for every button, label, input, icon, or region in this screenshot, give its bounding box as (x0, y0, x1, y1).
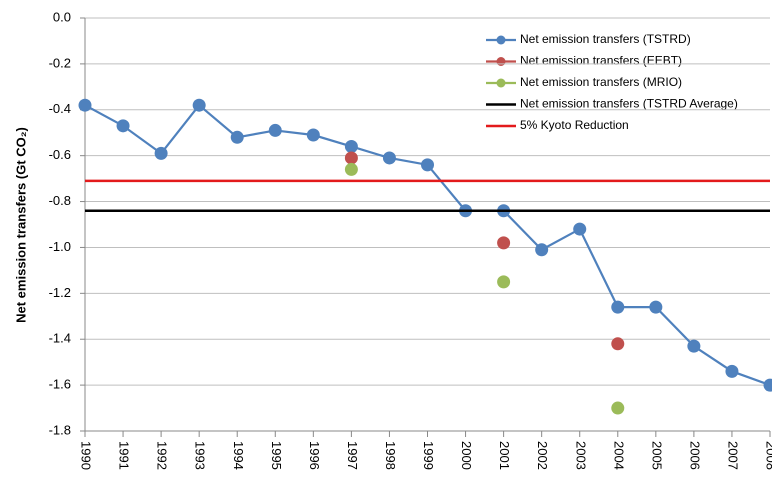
data-point (497, 275, 511, 289)
data-point (535, 243, 549, 257)
data-point (306, 128, 320, 142)
data-point (382, 151, 396, 165)
y-tick-label: 0.0 (53, 9, 71, 24)
y-tick-label: -1.4 (49, 331, 71, 346)
y-tick-label: -1.0 (49, 239, 71, 254)
data-point (344, 162, 358, 176)
data-point (611, 337, 625, 351)
x-tick-label: 1993 (193, 441, 208, 470)
legend-label: Net emission transfers (TSTRD) (520, 32, 691, 46)
x-tick-label: 2008 (764, 441, 772, 470)
legend-label: Net emission transfers (TSTRD Average) (520, 97, 738, 111)
legend-marker (496, 78, 506, 88)
x-tick-label: 1992 (155, 441, 170, 470)
x-tick-label: 1990 (79, 441, 94, 470)
data-point (763, 378, 772, 392)
legend-label: Net emission transfers (MRIO) (520, 75, 682, 89)
x-tick-label: 2002 (535, 441, 550, 470)
data-point (421, 158, 434, 172)
legend-label: 5% Kyoto Reduction (520, 118, 629, 132)
x-tick-label: 1991 (117, 441, 132, 470)
data-point (78, 98, 92, 112)
x-tick-label: 1998 (383, 441, 398, 470)
data-point (344, 151, 358, 165)
y-tick-label: -1.2 (49, 285, 71, 300)
x-tick-label: 2007 (726, 441, 741, 470)
data-point (649, 300, 663, 314)
x-tick-label: 1996 (307, 441, 322, 470)
x-tick-label: 2000 (459, 441, 474, 470)
data-point (573, 222, 587, 236)
y-tick-label: -0.2 (49, 55, 71, 70)
data-point (192, 98, 206, 112)
x-tick-label: 1997 (345, 441, 360, 470)
data-point (611, 300, 625, 314)
x-tick-label: 2001 (497, 441, 512, 470)
x-tick-label: 1994 (231, 441, 246, 470)
data-point (611, 401, 625, 415)
legend-marker (496, 35, 506, 45)
y-tick-label: -0.4 (49, 101, 71, 116)
data-point (230, 130, 244, 144)
x-tick-label: 1999 (421, 441, 436, 470)
x-tick-label: 1995 (269, 441, 284, 470)
legend-marker (496, 57, 506, 66)
data-point (687, 339, 701, 353)
data-point (497, 236, 511, 250)
data-point (116, 119, 130, 133)
x-tick-label: 2003 (573, 441, 588, 470)
x-tick-label: 2005 (649, 441, 664, 470)
data-point (725, 364, 739, 378)
x-tick-label: 2004 (611, 441, 626, 470)
series-line (84, 103, 771, 387)
data-point (154, 146, 168, 160)
legend: Net emission transfers (TSTRD) Net emissi… (486, 32, 738, 132)
y-tick-label: -1.8 (49, 422, 71, 437)
y-tick-label: -1.6 (49, 377, 71, 392)
y-tick-label: -0.6 (49, 147, 71, 162)
y-tick-label: -0.8 (49, 193, 71, 208)
y-axis-title: Net emission transfers (Gt CO₂) (13, 127, 28, 323)
data-point (344, 139, 358, 153)
x-tick-label: 2006 (687, 441, 702, 470)
legend-label: Net emission transfers (EEBT) (520, 54, 682, 68)
data-point (268, 123, 282, 137)
